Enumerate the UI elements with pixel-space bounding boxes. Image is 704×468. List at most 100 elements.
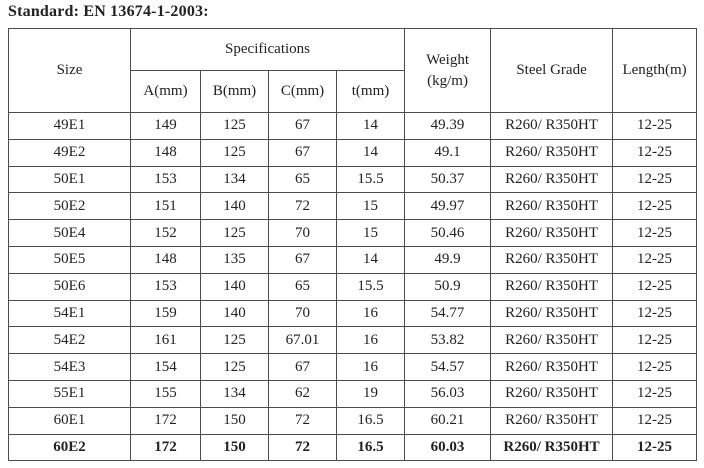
cell-a: 155 [130, 379, 201, 408]
column-header-steel-grade: Steel Grade [490, 28, 614, 113]
cell-size: 50E1 [8, 165, 131, 194]
cell-b: 125 [200, 138, 269, 167]
cell-steel-grade: R260/ R350HT [490, 379, 614, 408]
cell-size: 54E3 [8, 353, 131, 381]
cell-steel-grade: R260/ R350HT [490, 406, 614, 435]
table-row: 50E5 148 135 67 14 49.9 R260/ R350HT 12-25 [8, 245, 698, 274]
cell-c: 65 [268, 272, 337, 301]
cell-a: 153 [130, 165, 201, 194]
cell-c: 62 [268, 379, 337, 408]
cell-steel-grade: R260/ R350HT [490, 272, 614, 301]
cell-weight: 60.21 [404, 406, 492, 435]
cell-length: 12-25 [612, 138, 698, 167]
cell-b: 134 [200, 379, 269, 408]
cell-c: 67 [268, 138, 337, 167]
cell-b: 134 [200, 165, 269, 194]
cell-weight: 54.77 [404, 299, 492, 328]
column-header-c-mm: C(mm) [268, 70, 337, 113]
cell-size: 49E2 [8, 138, 131, 167]
cell-t: 16 [335, 326, 406, 355]
cell-t: 14 [335, 112, 406, 140]
cell-t: 16.5 [335, 433, 406, 462]
cell-a: 149 [130, 112, 201, 140]
cell-c: 72 [268, 406, 337, 435]
cell-weight: 49.39 [404, 112, 492, 140]
cell-a: 161 [130, 326, 201, 355]
cell-steel-grade: R260/ R350HT [490, 299, 614, 328]
cell-a: 172 [130, 406, 201, 435]
cell-length: 12-25 [612, 245, 698, 274]
cell-c: 67 [268, 353, 337, 381]
weight-header-line-2: (kg/m) [427, 72, 468, 89]
table-row: 55E1 155 134 62 19 56.03 R260/ R350HT 12-25 [8, 379, 698, 408]
cell-weight: 53.82 [404, 326, 492, 355]
column-header-size: Size [8, 28, 131, 113]
rail-spec-table: Size Specifications Weight (kg/m) Steel … [8, 28, 698, 462]
cell-size: 60E2 [8, 433, 131, 462]
cell-b: 150 [200, 433, 269, 462]
cell-c: 72 [268, 433, 337, 462]
cell-t: 15 [335, 219, 406, 247]
cell-length: 12-25 [612, 379, 698, 408]
cell-t: 15.5 [335, 165, 406, 194]
cell-b: 125 [200, 219, 269, 247]
column-header-a-mm: A(mm) [130, 70, 201, 113]
cell-t: 14 [335, 138, 406, 167]
table-row: 60E1 172 150 72 16.5 60.21 R260/ R350HT 12-25 [8, 406, 698, 435]
cell-b: 125 [200, 353, 269, 381]
cell-steel-grade: R260/ R350HT [490, 245, 614, 274]
cell-weight: 60.03 [404, 433, 492, 462]
cell-steel-grade: R260/ R350HT [490, 112, 614, 140]
cell-a: 154 [130, 353, 201, 381]
cell-b: 125 [200, 326, 269, 355]
cell-length: 12-25 [612, 112, 698, 140]
cell-length: 12-25 [612, 433, 698, 462]
cell-c: 70 [268, 219, 337, 247]
cell-size: 50E5 [8, 245, 131, 274]
table-body: 49E1 149 125 67 14 49.39 R260/ R350HT 12-25 49E2… [8, 112, 698, 462]
table-row: 49E1 149 125 67 14 49.39 R260/ R350HT 12-25 [8, 112, 698, 140]
cell-size: 50E2 [8, 192, 131, 221]
cell-weight: 56.03 [404, 379, 492, 408]
cell-length: 12-25 [612, 353, 698, 381]
cell-length: 12-25 [612, 165, 698, 194]
cell-length: 12-25 [612, 192, 698, 221]
cell-t: 16.5 [335, 406, 406, 435]
cell-length: 12-25 [612, 299, 698, 328]
table-row: 60E2 172 150 72 16.5 60.03 R260/ R350HT 12-25 [8, 433, 698, 462]
cell-t: 15 [335, 192, 406, 221]
cell-weight: 50.37 [404, 165, 492, 194]
cell-c: 67.01 [268, 326, 337, 355]
header-row-2: A(mm) B(mm) C(mm) t(mm) [9, 70, 697, 113]
table-row: 50E2 151 140 72 15 49.97 R260/ R350HT 12-25 [8, 192, 698, 221]
cell-weight: 49.9 [404, 245, 492, 274]
column-header-weight: Weight (kg/m) [404, 28, 492, 113]
cell-size: 49E1 [8, 112, 131, 140]
cell-weight: 49.1 [404, 138, 492, 167]
cell-c: 67 [268, 245, 337, 274]
cell-size: 50E4 [8, 219, 131, 247]
cell-steel-grade: R260/ R350HT [490, 192, 614, 221]
table-row: 54E3 154 125 67 16 54.57 R260/ R350HT 12-25 [8, 353, 698, 381]
cell-a: 151 [130, 192, 201, 221]
column-header-length: Length(m) [612, 28, 698, 113]
cell-t: 15.5 [335, 272, 406, 301]
cell-steel-grade: R260/ R350HT [490, 165, 614, 194]
cell-a: 153 [130, 272, 201, 301]
cell-b: 135 [200, 245, 269, 274]
cell-t: 19 [335, 379, 406, 408]
cell-b: 140 [200, 272, 269, 301]
cell-b: 125 [200, 112, 269, 140]
cell-size: 55E1 [8, 379, 131, 408]
cell-size: 50E6 [8, 272, 131, 301]
column-header-b-mm: B(mm) [200, 70, 269, 113]
cell-size: 54E2 [8, 326, 131, 355]
cell-weight: 54.57 [404, 353, 492, 381]
column-header-specifications: Specifications [129, 28, 406, 71]
cell-a: 172 [130, 433, 201, 462]
cell-a: 148 [130, 245, 201, 274]
cell-c: 65 [268, 165, 337, 194]
cell-weight: 49.97 [404, 192, 492, 221]
cell-length: 12-25 [612, 326, 698, 355]
table-row: 49E2 148 125 67 14 49.1 R260/ R350HT 12-25 [8, 138, 698, 167]
